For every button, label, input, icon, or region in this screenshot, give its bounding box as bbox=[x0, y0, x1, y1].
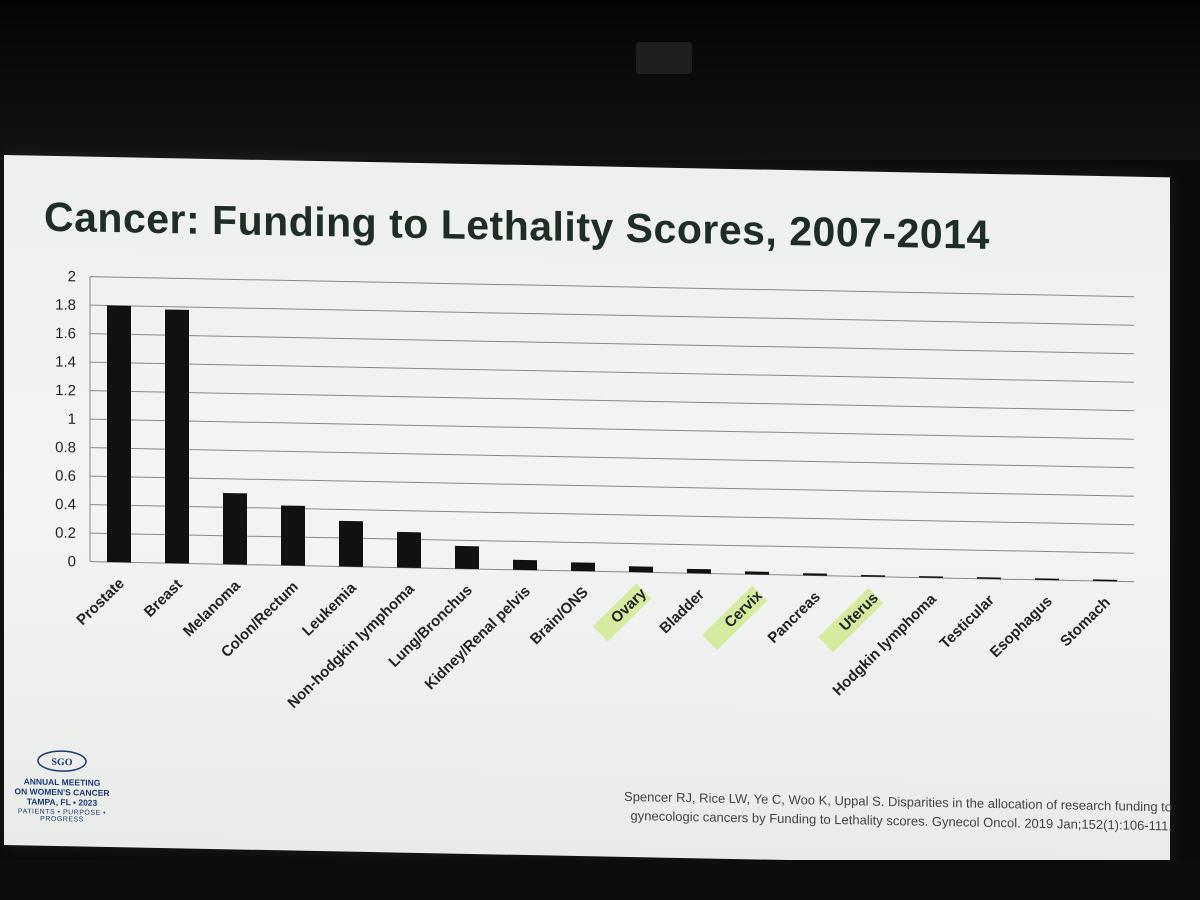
gridline bbox=[90, 418, 1134, 440]
x-category-label: Cervix bbox=[721, 587, 766, 632]
y-tick-label: 1 bbox=[68, 411, 76, 428]
x-category-label: Stomach bbox=[1057, 594, 1114, 650]
bar bbox=[281, 505, 305, 566]
x-category-label: Hodgkin lymphoma bbox=[829, 590, 940, 699]
y-tick-label: 0.6 bbox=[55, 467, 76, 484]
gridline bbox=[90, 447, 1134, 469]
bar bbox=[107, 305, 131, 563]
gridline bbox=[90, 390, 1134, 412]
y-tick-label: 2 bbox=[68, 268, 76, 285]
x-category-label: Pancreas bbox=[765, 588, 824, 647]
y-tick-label: 1.2 bbox=[55, 382, 76, 399]
x-category-label: Kidney/Renal pelvis bbox=[422, 583, 534, 694]
bar bbox=[397, 531, 421, 569]
sgo-logo: SGO ANNUAL MEETING ON WOMEN'S CANCER TAM… bbox=[12, 740, 112, 832]
y-tick-label: 1.6 bbox=[55, 325, 76, 342]
citation: Spencer RJ, Rice LW, Ye C, Woo K, Uppal … bbox=[552, 786, 1172, 836]
presentation-slide: Cancer: Funding to Lethality Scores, 200… bbox=[4, 155, 1172, 868]
bar bbox=[687, 568, 711, 574]
bar bbox=[455, 545, 479, 570]
logo-line-3: TAMPA, FL • 2023 bbox=[26, 796, 98, 808]
y-tick-label: 0.4 bbox=[55, 496, 76, 513]
gridline bbox=[90, 475, 1134, 497]
category-highlight bbox=[702, 585, 768, 651]
gridline bbox=[90, 504, 1134, 526]
bar bbox=[803, 573, 827, 576]
room-floor bbox=[0, 860, 1200, 900]
bar-chart: 0 0.2 0.4 0.6 0.8 1 1.2 1.4 1.6 1.8 2 Prostate Breas… bbox=[55, 268, 1134, 712]
x-category-label: Leukemia bbox=[299, 579, 360, 640]
bar bbox=[223, 492, 247, 565]
category-highlight bbox=[592, 583, 652, 642]
x-category-label: Breast bbox=[141, 576, 186, 621]
bar bbox=[745, 571, 769, 575]
x-category-label: Esophagus bbox=[987, 593, 1056, 661]
bar bbox=[919, 576, 943, 579]
y-tick-label: 0.2 bbox=[55, 524, 76, 541]
bar bbox=[977, 577, 1001, 580]
bar bbox=[1093, 579, 1117, 582]
projection-room-background bbox=[0, 0, 1200, 160]
x-category-label: Testicular bbox=[936, 592, 997, 653]
bar bbox=[513, 559, 537, 571]
bar bbox=[629, 566, 653, 573]
bar bbox=[1035, 578, 1059, 581]
x-category-label: Prostate bbox=[73, 575, 127, 629]
x-category-label: Melanoma bbox=[180, 577, 244, 641]
x-category-label: Bladder bbox=[656, 586, 708, 637]
projector-device bbox=[636, 42, 692, 74]
y-tick-label: 1.8 bbox=[55, 296, 76, 313]
bar bbox=[861, 574, 885, 577]
y-tick-label: 0 bbox=[68, 553, 76, 570]
bar bbox=[165, 309, 189, 564]
x-category-label: Uterus bbox=[836, 589, 882, 634]
logo-text: ANNUAL MEETING ON WOMEN'S CANCER TAMPA, … bbox=[12, 776, 112, 808]
y-tick-label: 0.8 bbox=[55, 439, 76, 456]
y-tick-label: 1.4 bbox=[55, 353, 76, 370]
category-highlight bbox=[818, 587, 884, 653]
bar bbox=[571, 562, 595, 572]
gridline bbox=[90, 304, 1134, 326]
bar bbox=[339, 520, 363, 567]
logo-mark-text: SGO bbox=[51, 757, 72, 768]
x-category-label: Brain/ONS bbox=[527, 584, 592, 648]
gridline bbox=[90, 361, 1134, 383]
logo-tagline: PATIENTS • PURPOSE • PROGRESS bbox=[17, 808, 107, 824]
gridline bbox=[90, 333, 1134, 355]
gridline bbox=[90, 532, 1134, 554]
sgo-logo-mark-icon: SGO bbox=[37, 750, 87, 772]
gridline bbox=[90, 561, 1134, 583]
gridline bbox=[90, 276, 1134, 298]
